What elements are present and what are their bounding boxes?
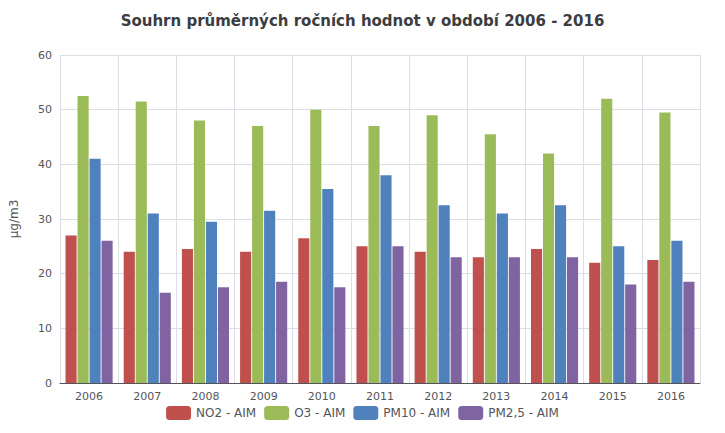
svg-text:2016: 2016 bbox=[657, 390, 685, 403]
svg-text:O3 - AIM: O3 - AIM bbox=[294, 406, 345, 420]
svg-text:2007: 2007 bbox=[133, 390, 161, 403]
svg-text:NO2 - AIM: NO2 - AIM bbox=[196, 406, 256, 420]
svg-text:30: 30 bbox=[38, 213, 52, 226]
svg-text:2008: 2008 bbox=[191, 390, 219, 403]
svg-text:2011: 2011 bbox=[366, 390, 394, 403]
svg-text:40: 40 bbox=[38, 158, 52, 171]
svg-text:Souhrn průměrných ročních hodn: Souhrn průměrných ročních hodnot v obdob… bbox=[121, 12, 605, 30]
svg-text:60: 60 bbox=[38, 49, 52, 62]
svg-text:2010: 2010 bbox=[308, 390, 336, 403]
svg-text:50: 50 bbox=[38, 103, 52, 116]
svg-text:0: 0 bbox=[45, 377, 52, 390]
svg-text:PM2,5 - AIM: PM2,5 - AIM bbox=[488, 406, 559, 420]
svg-text:2006: 2006 bbox=[75, 390, 103, 403]
svg-text:2013: 2013 bbox=[482, 390, 510, 403]
svg-text:PM10 - AIM: PM10 - AIM bbox=[383, 406, 450, 420]
svg-text:10: 10 bbox=[38, 322, 52, 335]
svg-text:2015: 2015 bbox=[599, 390, 627, 403]
svg-text:20: 20 bbox=[38, 267, 52, 280]
svg-text:2012: 2012 bbox=[424, 390, 452, 403]
svg-text:2009: 2009 bbox=[250, 390, 278, 403]
svg-text:μg/m3: μg/m3 bbox=[7, 200, 21, 239]
svg-text:2014: 2014 bbox=[541, 390, 569, 403]
